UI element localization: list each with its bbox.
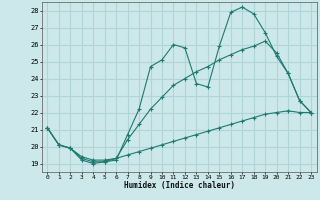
X-axis label: Humidex (Indice chaleur): Humidex (Indice chaleur) xyxy=(124,181,235,190)
